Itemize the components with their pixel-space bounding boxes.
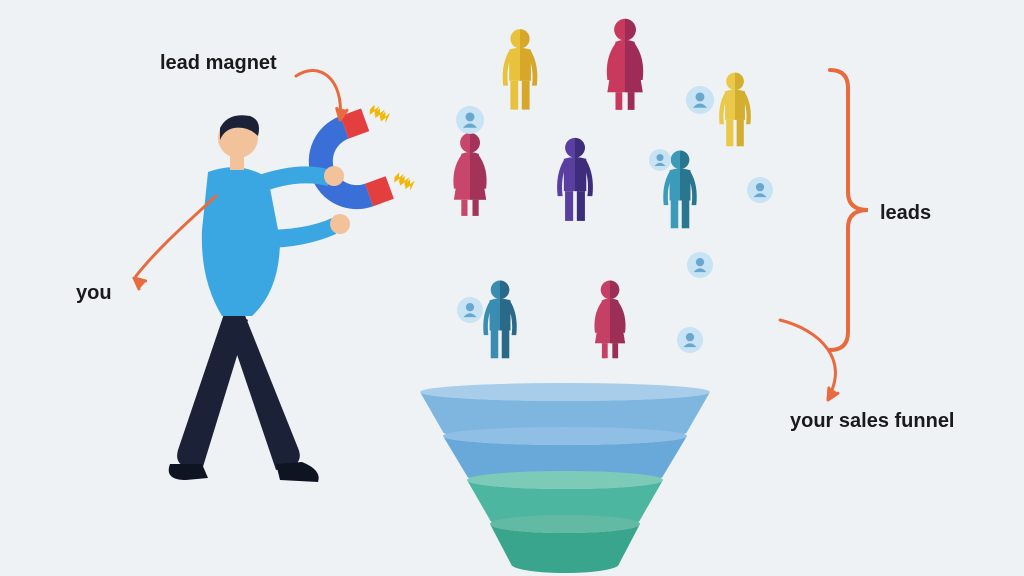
label-lead-magnet: lead magnet: [160, 52, 277, 75]
lead-bubble-icon: [677, 327, 703, 353]
lead-bubble-icon: [456, 106, 484, 134]
funnel-rim: [467, 471, 663, 489]
arrow-funnel: [780, 320, 835, 398]
lead-person-icon: [607, 19, 643, 110]
magnet-icon: [295, 100, 418, 223]
label-you: you: [76, 282, 112, 305]
lead-person-icon: [483, 281, 517, 359]
funnel-rim: [490, 515, 640, 533]
lead-person-icon: [719, 73, 751, 147]
label-funnel: your sales funnel: [790, 410, 955, 433]
lead-bubble-icon: [686, 86, 714, 114]
lead-person-icon: [453, 133, 486, 216]
infographic-svg: [0, 0, 1024, 576]
lead-bubble-icon: [747, 177, 773, 203]
lead-bubble-icon: [457, 297, 483, 323]
funnel-rim: [443, 427, 687, 445]
you-person-icon: [169, 115, 350, 482]
arrow-lead-magnet: [296, 70, 340, 118]
lead-person-icon: [557, 138, 593, 221]
lead-bubble-icon: [687, 252, 713, 278]
label-leads: leads: [880, 202, 931, 225]
funnel-rim: [420, 383, 710, 401]
lead-person-icon: [594, 281, 625, 359]
leads-brace: [830, 70, 868, 350]
lead-person-icon: [503, 29, 538, 109]
lead-bubble-icon: [649, 149, 671, 171]
infographic-stage: lead magnet you leads your sales funnel: [0, 0, 1024, 576]
